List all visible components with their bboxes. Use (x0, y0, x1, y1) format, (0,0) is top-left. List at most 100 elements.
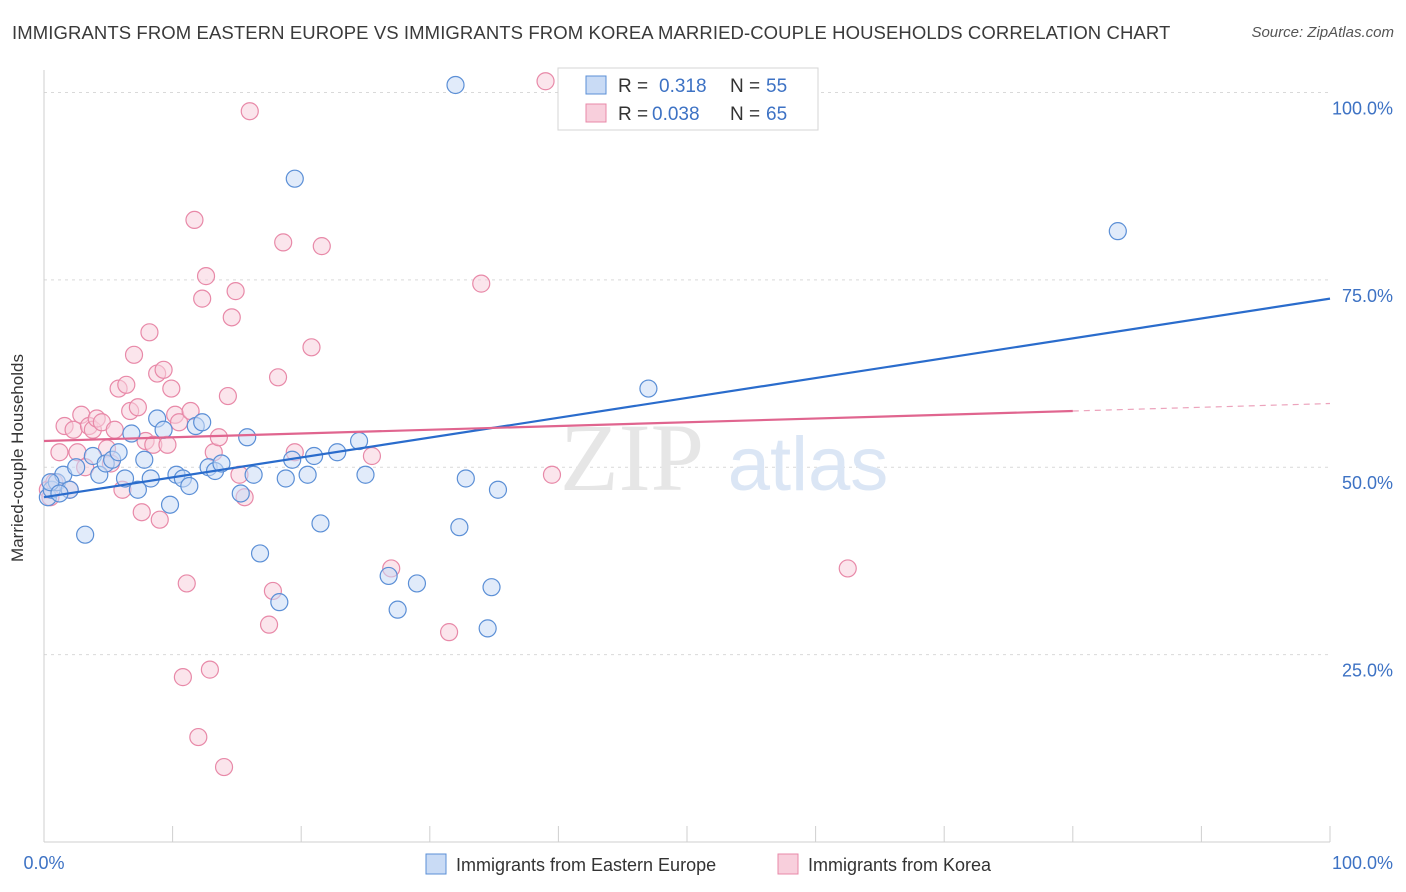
data-point-blue (482, 578, 501, 597)
y-tick-label: 100.0% (1332, 98, 1393, 118)
data-point-blue (141, 469, 160, 488)
x-tick-label: 100.0% (1332, 853, 1393, 873)
data-point-blue (115, 469, 135, 488)
trend-line-blue (43, 297, 1331, 499)
data-point-blue (478, 619, 497, 638)
data-point-blue (212, 454, 231, 473)
data-point-pink (158, 435, 177, 454)
data-point-pink (302, 338, 321, 357)
data-point-blue (1108, 222, 1127, 241)
data-point-pink (196, 267, 216, 286)
stats-legend-swatch-blue (585, 75, 607, 95)
data-point-blue (446, 75, 465, 95)
stats-n-label-blue: N = (730, 76, 760, 97)
axes: 25.0% 50.0% 75.0% 100.0% 0.0% 100.0% (23, 70, 1393, 873)
data-point-blue (231, 484, 250, 503)
data-point-blue (244, 465, 263, 484)
data-point-pink (472, 274, 491, 293)
data-point-pink (259, 615, 279, 634)
stats-legend-swatch-pink (585, 103, 607, 123)
data-point-pink (222, 308, 241, 327)
data-point-blue (154, 420, 173, 439)
data-point-blue (160, 495, 180, 514)
chart-title: IMMIGRANTS FROM EASTERN EUROPE VS IMMIGR… (12, 22, 1171, 43)
stats-n-value-pink: 65 (766, 104, 787, 125)
data-point-blue (311, 514, 330, 533)
data-point-blue (250, 544, 270, 563)
watermark-atlas: atlas (728, 422, 889, 507)
stats-r-value-pink: 0.038 (652, 104, 700, 125)
bottom-legend-label-pink: Immigrants from Korea (808, 855, 992, 875)
data-point-blue (285, 169, 304, 188)
data-point-pink (140, 323, 159, 342)
y-tick-label: 75.0% (1342, 286, 1393, 306)
x-tick-label: 0.0% (23, 853, 64, 873)
data-point-pink (214, 757, 234, 777)
data-point-pink (105, 420, 124, 439)
data-point-pink (50, 443, 69, 462)
source-label: Source: ZipAtlas.com (1251, 24, 1394, 41)
bottom-legend-label-blue: Immigrants from Eastern Europe (456, 855, 716, 875)
bottom-legend-swatch-blue (425, 853, 447, 875)
data-point-pink (124, 345, 144, 364)
data-point-pink (838, 559, 857, 578)
data-point-pink (362, 446, 382, 466)
bottom-legend-swatch-pink (777, 853, 799, 875)
data-point-blue (298, 465, 317, 484)
data-point-pink (128, 398, 147, 417)
data-point-pink (162, 379, 181, 398)
data-point-blue (639, 379, 658, 398)
stats-r-label-blue: R = (618, 76, 648, 97)
watermark-zip: ZIP (560, 404, 704, 511)
data-point-blue (180, 476, 199, 496)
stats-n-value-blue: 55 (766, 76, 787, 97)
bottom-legend: Immigrants from Eastern Europe Immigrant… (425, 853, 992, 875)
y-tick-label: 50.0% (1342, 473, 1393, 493)
gridlines (44, 91, 1330, 656)
data-point-blue (128, 480, 147, 499)
data-point-pink (189, 727, 208, 747)
data-point-pink (274, 233, 293, 252)
data-point-blue (109, 443, 128, 462)
data-point-pink (226, 282, 245, 301)
data-point-pink (218, 386, 237, 406)
stats-n-label-pink: N = (730, 104, 760, 125)
data-point-pink (268, 368, 288, 387)
data-point-pink (177, 574, 196, 593)
data-point-pink (193, 289, 212, 308)
data-point-pink (117, 375, 136, 394)
data-point-pink (209, 428, 228, 447)
data-point-pink (173, 668, 192, 687)
data-point-pink (68, 443, 87, 462)
data-point-blue (388, 600, 407, 619)
trend-line-pink-dashed (1072, 402, 1331, 412)
stats-legend: R = 0.318 N = 55 R = 0.038 N = 65 (557, 67, 819, 131)
data-point-blue (238, 428, 257, 447)
data-point-blue (488, 480, 508, 499)
data-point-blue (456, 469, 475, 488)
data-point-pink (312, 237, 331, 256)
data-point-pink (150, 510, 169, 529)
watermark: ZIP atlas (560, 404, 888, 511)
stats-r-value-blue: 0.318 (659, 76, 707, 97)
data-point-blue (276, 469, 295, 488)
data-point-pink (64, 420, 83, 439)
data-point-pink (240, 102, 259, 121)
data-point-blue (135, 450, 154, 469)
data-point-pink (439, 623, 459, 642)
data-point-pink (200, 660, 219, 679)
data-point-blue (379, 566, 398, 586)
trend-lines (43, 297, 1331, 499)
data-point-blue (67, 458, 86, 477)
data-point-blue (270, 593, 289, 612)
trend-line-pink (43, 409, 1073, 443)
data-point-pink (542, 465, 562, 484)
data-point-pink (154, 360, 173, 379)
data-point-blue (356, 465, 375, 484)
data-point-blue (76, 525, 95, 544)
data-point-pink (185, 210, 204, 230)
y-tick-label: 25.0% (1342, 661, 1393, 681)
stats-r-label-pink: R = (618, 104, 648, 125)
data-point-pink (132, 503, 151, 522)
